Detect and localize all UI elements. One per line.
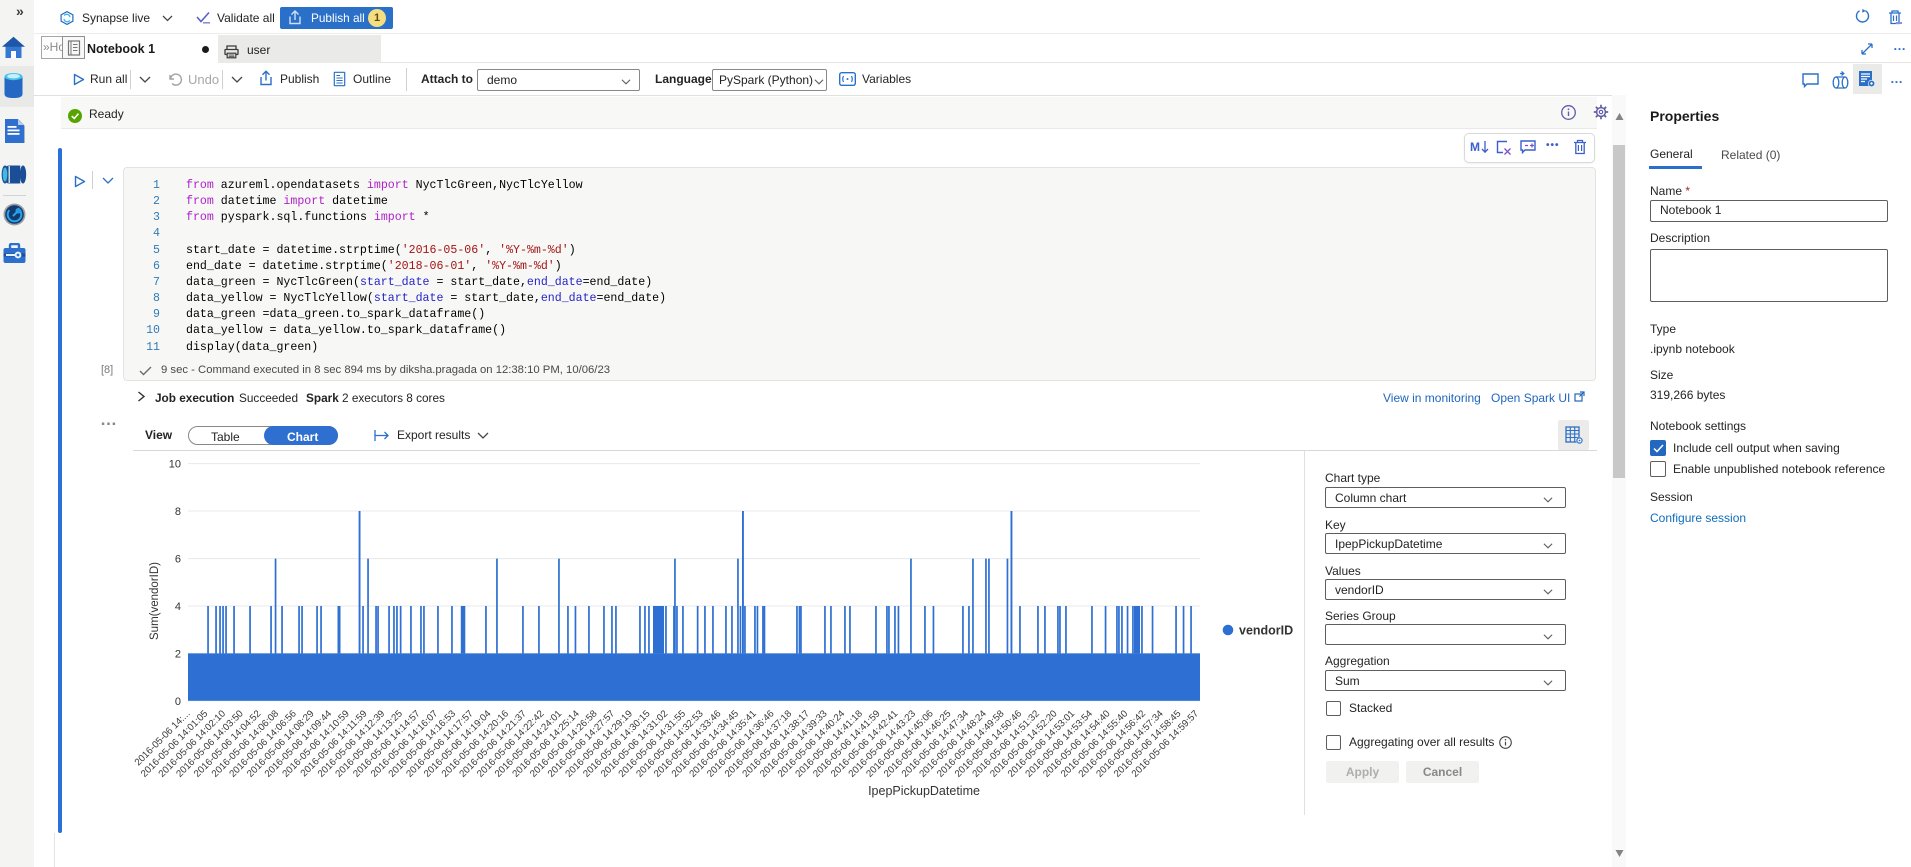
svg-text:0: 0 [175, 696, 181, 708]
svg-text:Sum(vendorID): Sum(vendorID) [149, 562, 161, 640]
svg-text:4: 4 [175, 601, 181, 613]
svg-text:6: 6 [175, 554, 181, 566]
svg-text:IpepPickupDatetime: IpepPickupDatetime [868, 784, 980, 798]
svg-text:vendorID: vendorID [1239, 624, 1293, 638]
svg-text:8: 8 [175, 506, 181, 518]
svg-text:2: 2 [175, 648, 181, 660]
svg-text:10: 10 [169, 459, 181, 471]
